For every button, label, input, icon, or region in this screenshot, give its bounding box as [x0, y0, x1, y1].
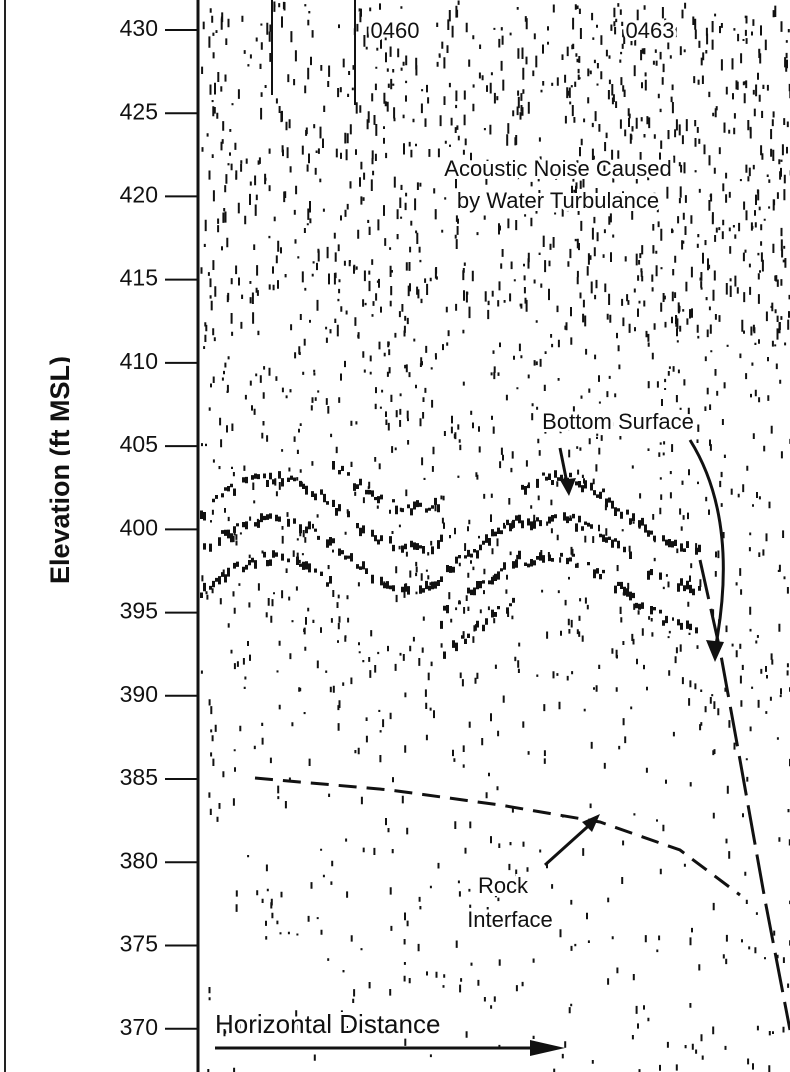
y-tick-label: 390 [120, 681, 158, 707]
tick-label-bg [70, 432, 165, 461]
tick-label-bg [70, 765, 165, 794]
y-tick-label: 380 [120, 847, 158, 873]
annotation: by Water Turbulance [457, 188, 659, 213]
tick-label-bg [70, 515, 165, 544]
sonar-record [200, 0, 790, 1072]
tick-label-bg [70, 1014, 165, 1043]
arrowhead [706, 640, 724, 662]
y-tick-label: 415 [120, 265, 158, 291]
arrowhead [582, 814, 600, 832]
rock-arrow [543, 818, 597, 867]
tick-label-bg [70, 681, 165, 710]
tick-label-bg [70, 265, 165, 294]
tick-label-bg [70, 931, 165, 960]
tick-label-bg [70, 598, 165, 627]
arrowhead [560, 478, 576, 496]
y-tick-label: 430 [120, 15, 158, 41]
tick-label-bg [70, 182, 165, 211]
y-tick-label: 420 [120, 182, 158, 208]
y-tick-label: 375 [120, 931, 158, 957]
bottom-surface-line [698, 559, 790, 1031]
marker-label: 0460 [371, 18, 420, 43]
noise-speckle [200, 0, 790, 1072]
tick-label-bg [70, 99, 165, 128]
y-tick-label: 425 [120, 98, 158, 124]
y-tick-label: 405 [120, 431, 158, 457]
annotation: Interface [467, 907, 553, 932]
bottom-arrow [688, 439, 725, 651]
annotation: Rock [478, 873, 529, 898]
rock-interface-line [254, 776, 741, 897]
tick-label-bg [70, 348, 165, 377]
tick-label-bg [70, 15, 165, 44]
y-tick-label: 385 [120, 764, 158, 790]
y-tick-label: 410 [120, 348, 158, 374]
y-tick-label: 400 [120, 514, 158, 540]
arrowhead [530, 1040, 565, 1056]
annotation: Acoustic Noise Caused [444, 156, 671, 181]
y-tick-label: 395 [120, 598, 158, 624]
y-axis-label: Elevation (ft MSL) [45, 356, 75, 584]
marker-label: 0463 [626, 18, 675, 43]
y-tick-label: 370 [120, 1014, 158, 1040]
tick-label-bg [70, 848, 165, 877]
x-axis-label: Horizontal Distance [215, 1009, 440, 1039]
annotation: Bottom Surface [542, 409, 694, 434]
